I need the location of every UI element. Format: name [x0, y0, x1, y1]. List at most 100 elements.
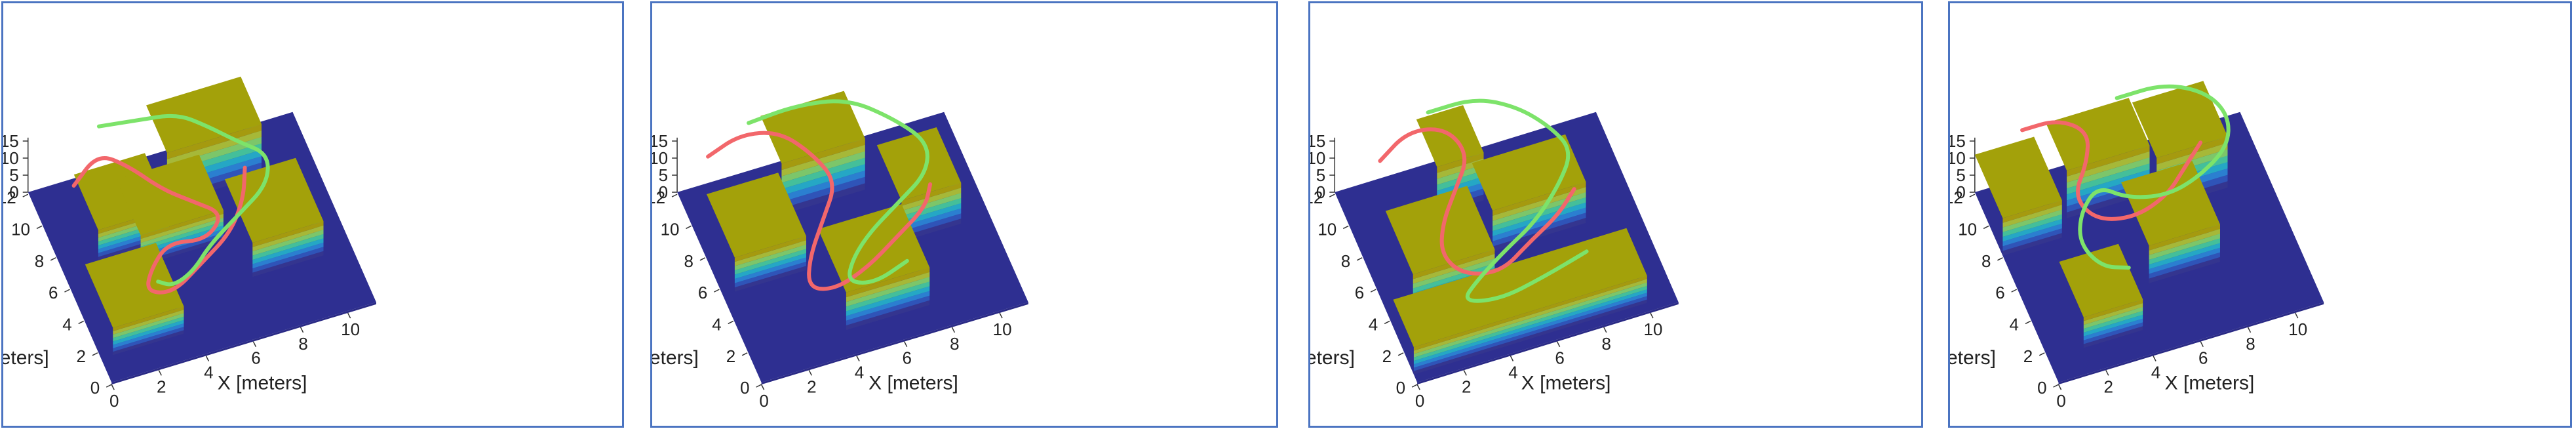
- x-tick: [2105, 369, 2109, 376]
- y-tick-label: 12: [1310, 188, 1323, 207]
- building-front-band: [734, 240, 806, 266]
- z-tick-label: 0: [9, 182, 18, 202]
- building-front-band: [846, 272, 930, 302]
- floor-front: [1417, 302, 1679, 385]
- building-front-band: [901, 218, 962, 242]
- y-tick-label: 0: [740, 378, 749, 398]
- building-front-band: [846, 286, 930, 316]
- x-tick: [856, 356, 860, 361]
- building-roof: [146, 76, 262, 153]
- building-front-band: [113, 316, 184, 342]
- building-front-band: [1413, 282, 1647, 358]
- building-front-band: [1493, 202, 1586, 237]
- y-tick: [714, 289, 720, 293]
- building-roof: [2046, 98, 2150, 171]
- building-front-band: [1413, 296, 1647, 371]
- x-axis-label: X [meters]: [868, 372, 958, 394]
- building-front-band: [1437, 152, 1484, 173]
- y-tick: [22, 194, 29, 197]
- building-front-band: [1493, 207, 1586, 241]
- building-front-band: [2149, 238, 2220, 265]
- x-tick: [111, 384, 115, 390]
- building-front-band: [901, 182, 962, 206]
- floor-front: [761, 302, 1028, 385]
- y-tick: [741, 352, 748, 356]
- y-tick-label: 0: [1396, 378, 1405, 398]
- x-tick: [1650, 312, 1654, 319]
- x-tick-label: 8: [298, 334, 307, 354]
- building-front-band: [252, 242, 324, 269]
- x-tick: [999, 312, 1003, 319]
- building-front-band: [140, 214, 224, 243]
- building-front-band: [781, 138, 865, 171]
- y-tick-label: 4: [1369, 314, 1378, 334]
- building-front-band: [1413, 289, 1647, 365]
- building-front-band: [734, 261, 806, 288]
- y-tick-label: 0: [90, 378, 100, 398]
- x-tick: [2247, 327, 2252, 333]
- x-tick-label: 4: [204, 362, 213, 382]
- x-tick-label: 10: [341, 319, 360, 339]
- y-tick: [1969, 194, 1976, 197]
- x-tick-label: 8: [2246, 334, 2255, 354]
- building-front-band: [252, 230, 324, 256]
- y-axis-label: Y [meters]: [3, 347, 49, 369]
- y-tick-label: 2: [2023, 346, 2033, 366]
- y-tick: [686, 225, 692, 230]
- y-tick: [1983, 225, 1989, 230]
- x-tick-label: 4: [1508, 362, 1517, 382]
- y-tick-label: 6: [49, 283, 58, 302]
- building-front-band: [1413, 258, 1495, 289]
- z-tick-label: 0: [659, 182, 668, 202]
- building-front-band: [1493, 192, 1586, 226]
- building-front-band: [2083, 326, 2143, 348]
- y-tick-label: 6: [1355, 283, 1364, 302]
- building-front-band: [113, 313, 184, 339]
- y-tick-label: 0: [2037, 378, 2046, 398]
- x-tick-label: 6: [1555, 348, 1564, 368]
- building-front-band: [2156, 136, 2228, 165]
- y-axis-label: Y [meters]: [1310, 347, 1355, 369]
- x-tick-label: 6: [902, 348, 911, 368]
- x-tick-label: 2: [1462, 377, 1471, 396]
- z-tick-label: 10: [3, 148, 19, 168]
- x-tick-label: 0: [1415, 391, 1424, 411]
- building-front-band: [1413, 276, 1647, 351]
- building-front-band: [846, 277, 930, 307]
- building-front-band: [901, 213, 962, 237]
- building-front-band: [252, 234, 324, 260]
- y-tick-label: 4: [2010, 314, 2019, 334]
- building-front-band: [140, 225, 224, 255]
- building-front-band: [2083, 314, 2143, 337]
- building-roof: [876, 127, 962, 201]
- x-tick-label: 10: [993, 319, 1012, 339]
- y-tick-label: 8: [1981, 251, 1991, 271]
- y-tick-label: 2: [76, 346, 85, 366]
- building-front-band: [2067, 163, 2150, 195]
- building-front-band: [140, 210, 224, 239]
- building-front-band: [140, 221, 224, 251]
- chart-panel-1: 0510150246810024681012X [meters]Y [meter…: [1, 1, 624, 428]
- x-tick: [1603, 327, 1607, 333]
- building-front-band: [846, 267, 930, 298]
- building-front-band: [1413, 293, 1647, 368]
- building-front-band: [1413, 285, 1647, 361]
- x-tick: [760, 384, 765, 390]
- building-front-band: [846, 295, 930, 325]
- z-tick-label: 15: [1310, 131, 1325, 151]
- x-tick: [2153, 356, 2156, 361]
- building: [818, 204, 930, 331]
- building-front-band: [2149, 257, 2220, 283]
- chart-panel-3: 0510150246810024681012X [meters]Y [meter…: [1308, 1, 1923, 428]
- building-roof: [1385, 186, 1495, 275]
- building-roof: [224, 157, 324, 243]
- building-front-band: [2002, 233, 2062, 256]
- y-tick: [699, 257, 706, 261]
- z-tick-label: 5: [1316, 165, 1325, 185]
- y-tick: [36, 225, 43, 230]
- y-tick: [2025, 320, 2031, 325]
- x-tick: [2295, 312, 2299, 319]
- y-axis-label: Y [meters]: [1950, 347, 1996, 369]
- building-front-band: [901, 203, 962, 226]
- building-front-band: [252, 251, 324, 277]
